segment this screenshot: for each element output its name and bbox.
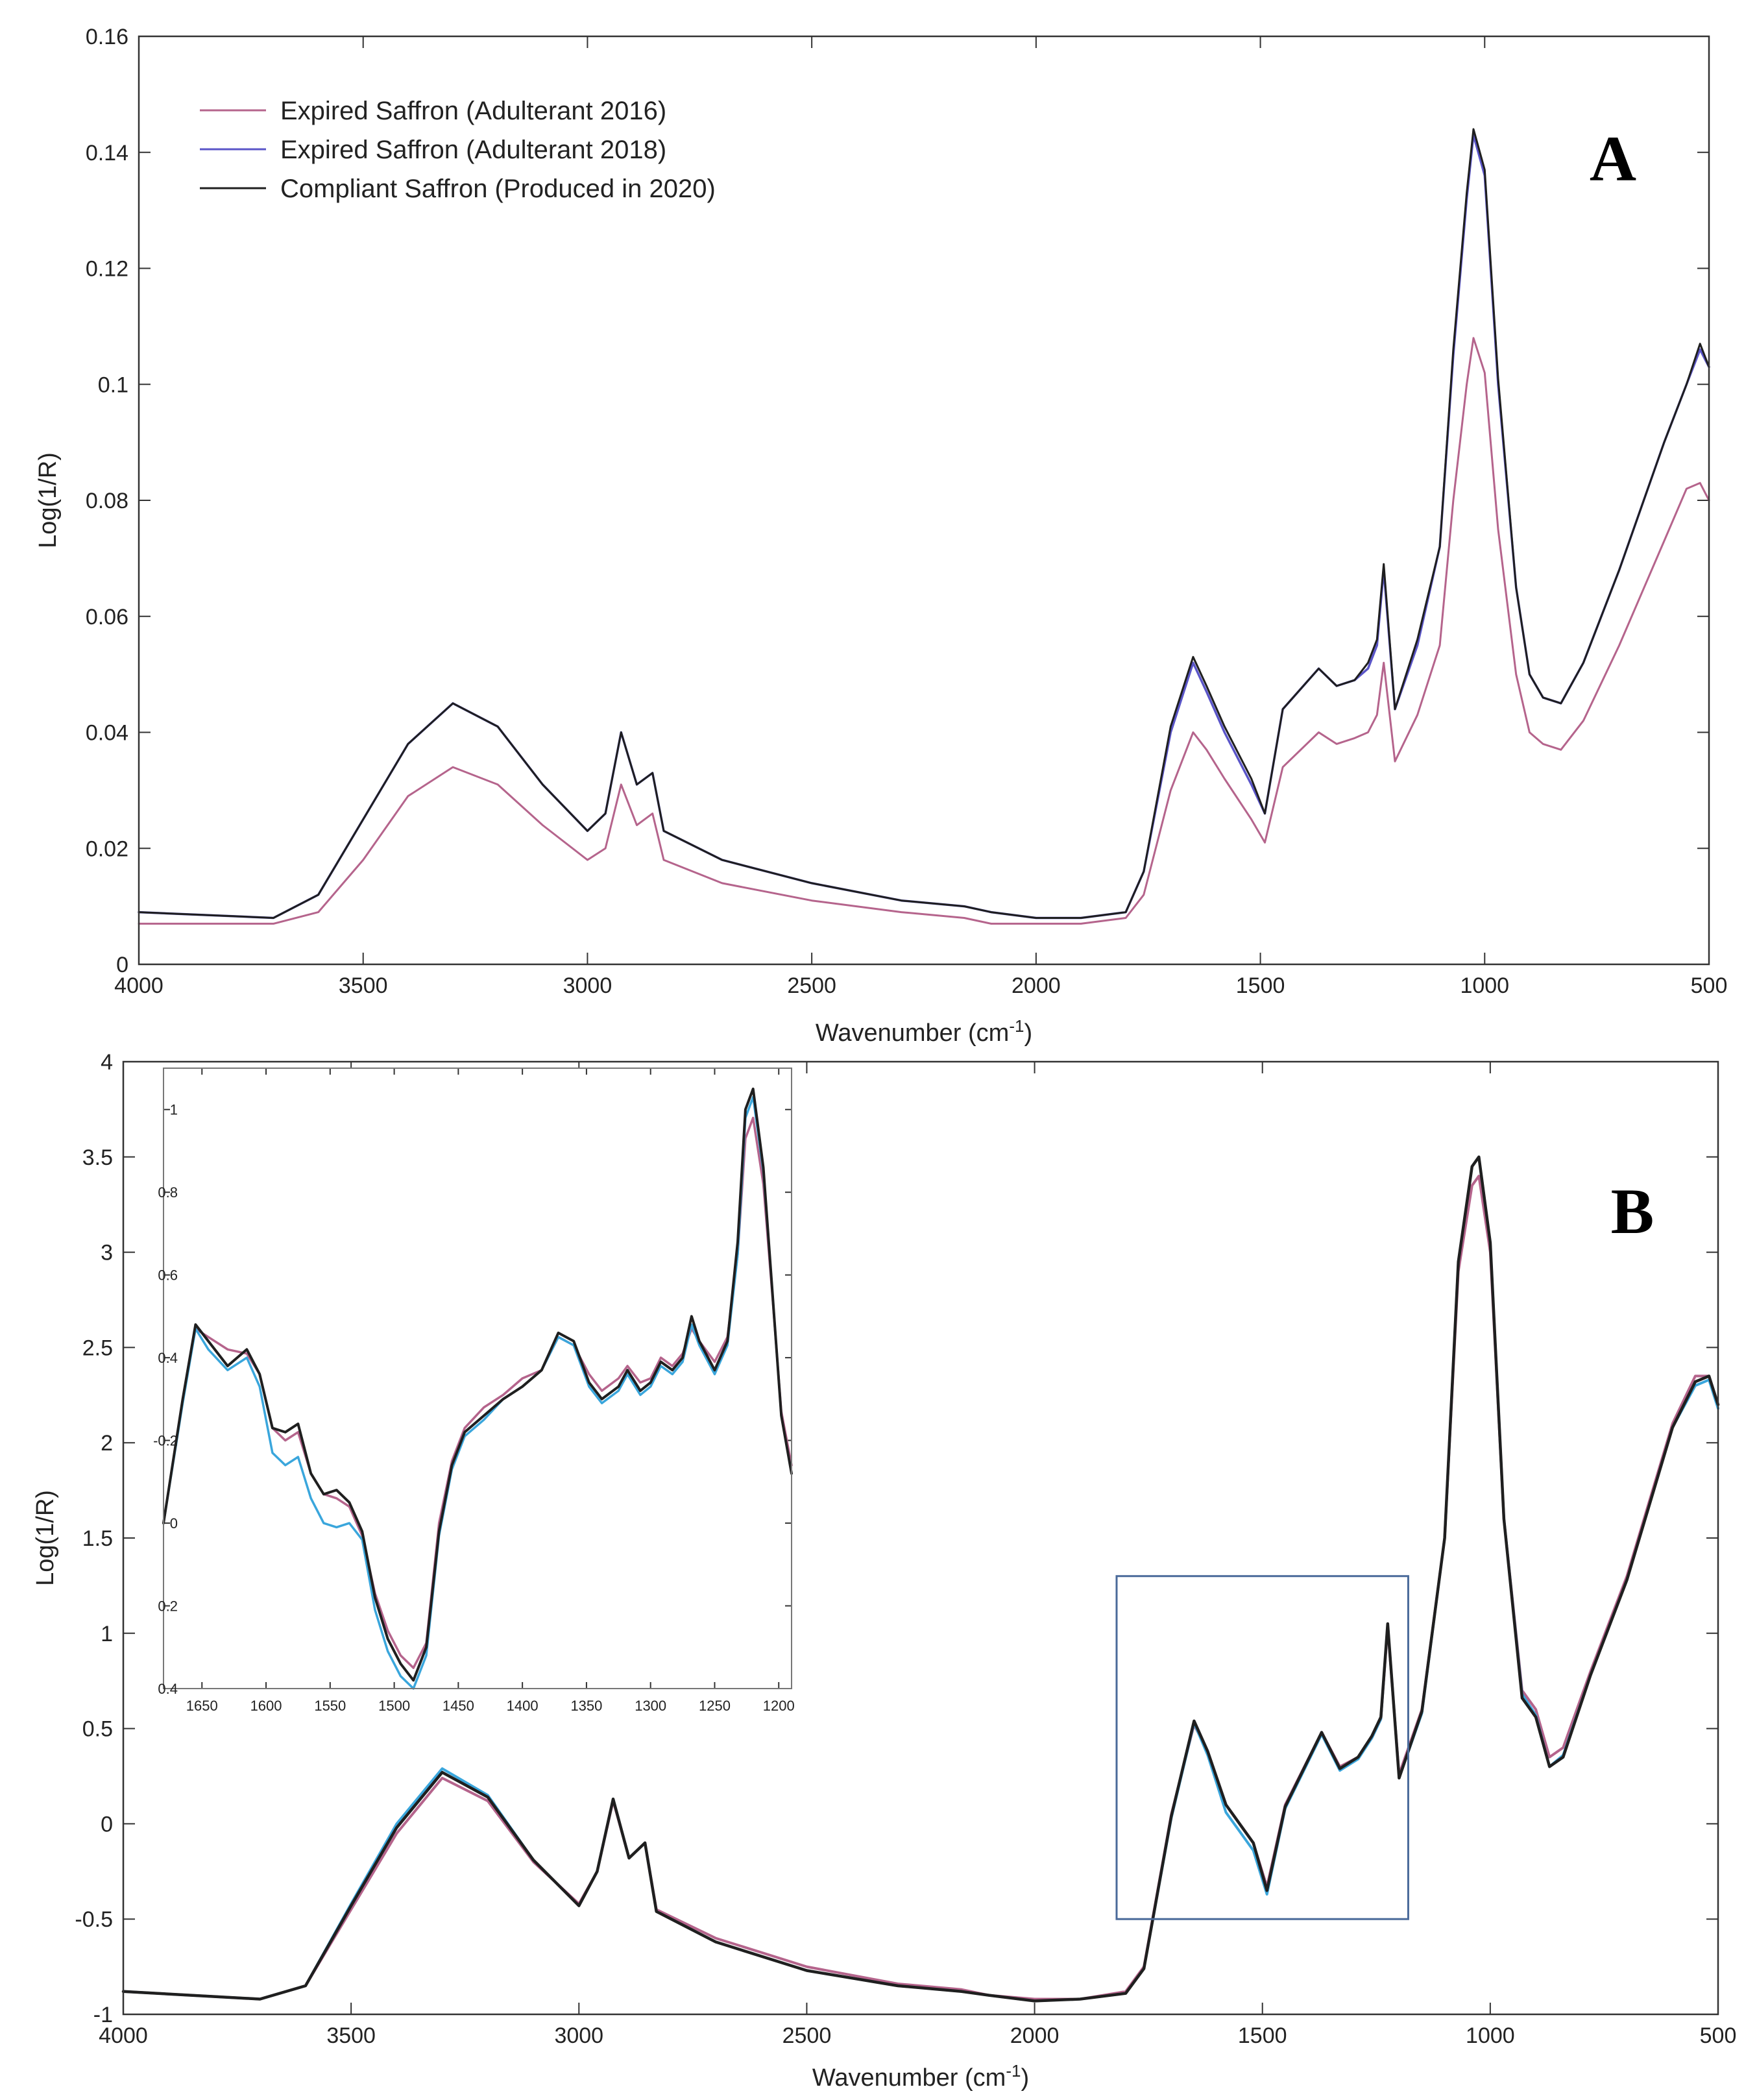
y-tick-label: 3.5 bbox=[82, 1145, 113, 1170]
x-tick-label: 1650 bbox=[186, 1698, 218, 1714]
x-tick-label: 1350 bbox=[570, 1698, 602, 1714]
panel-b-inset-chart: 1650 1600 1550 1500 1450 1400 1350 1300 1250 1200… bbox=[153, 1068, 795, 1714]
y-tick-label: -1 bbox=[93, 2003, 113, 2027]
x-tick-label: 500 bbox=[1691, 973, 1728, 998]
panel-a-series bbox=[138, 128, 1710, 925]
y-tick-label: -0.5 bbox=[75, 1907, 113, 1932]
inset-frame bbox=[163, 1068, 792, 1689]
x-tick-label: 3500 bbox=[326, 2023, 376, 2048]
panel-b-chart: 4000 3500 3000 2500 2000 1500 1000 500 -1-0.500… bbox=[32, 1050, 1736, 2092]
y-tick-label: 0.02 bbox=[86, 836, 128, 861]
y-tick-label: 0.04 bbox=[86, 721, 128, 746]
series-line-3 bbox=[138, 128, 1710, 919]
x-tick-label: 4000 bbox=[99, 2023, 148, 2048]
series-line-1 bbox=[138, 337, 1710, 925]
legend-label-2016: Expired Saffron (Adulterant 2016) bbox=[280, 97, 666, 125]
x-tick-label: 1500 bbox=[1238, 2023, 1287, 2048]
legend-label-2020: Compliant Saffron (Produced in 2020) bbox=[280, 175, 716, 203]
y-tick-label: 4 bbox=[101, 1050, 113, 1075]
x-tick-label: 1000 bbox=[1466, 2023, 1515, 2048]
y-tick-label: 0.8 bbox=[158, 1184, 178, 1201]
panel-b-plot-frame bbox=[122, 1060, 1719, 2016]
x-tick-label: 1600 bbox=[250, 1698, 282, 1714]
panel-a-letter: A bbox=[1590, 123, 1636, 195]
panel-a-y-tick-labels: 0 0.02 0.04 0.06 0.08 0.1 0.12 0.14 0.16 bbox=[86, 25, 128, 977]
y-tick-label: 0.16 bbox=[86, 25, 128, 49]
x-tick-label: 3000 bbox=[563, 973, 612, 998]
y-tick-label: 0.14 bbox=[86, 141, 128, 165]
y-tick-label: 0.06 bbox=[86, 605, 128, 629]
panel-b-letter: B bbox=[1611, 1175, 1654, 1247]
legend-label-2018: Expired Saffron (Adulterant 2018) bbox=[280, 136, 666, 164]
x-tick-label: 2000 bbox=[1012, 973, 1061, 998]
y-tick-label: 0.6 bbox=[158, 1267, 178, 1284]
panel-a-y-axis-title: Log(1/R) bbox=[34, 452, 62, 548]
x-tick-label: 500 bbox=[1700, 2023, 1737, 2048]
x-tick-label: 1300 bbox=[635, 1698, 666, 1714]
y-tick-label: 0.5 bbox=[82, 1717, 113, 1742]
y-tick-label: 0.4 bbox=[158, 1350, 178, 1366]
panel-b-x-tick-labels: 4000 3500 3000 2500 2000 1500 1000 500 bbox=[99, 2023, 1736, 2048]
series-line-3 bbox=[121, 1155, 1720, 2003]
panel-b-series bbox=[121, 1155, 1720, 2003]
inset-y-tick-labels: 0.4 0.2 0 -0.2 0.4 0.6 0.8 1 bbox=[153, 1102, 178, 1697]
y-tick-label: 0.4 bbox=[158, 1681, 178, 1697]
x-tick-label: 1200 bbox=[763, 1698, 795, 1714]
x-tick-label: 3000 bbox=[554, 2023, 603, 2048]
x-tick-label: 3500 bbox=[339, 973, 388, 998]
x-tick-label: 1500 bbox=[378, 1698, 410, 1714]
x-tick-label: 1000 bbox=[1460, 973, 1509, 998]
y-tick-label: 0 bbox=[101, 1812, 113, 1837]
y-tick-label: 0.12 bbox=[86, 257, 128, 282]
series-line-1 bbox=[162, 1116, 793, 1669]
y-tick-label: 1 bbox=[101, 1622, 113, 1646]
inset-background bbox=[164, 1068, 792, 1689]
inset-x-tick-labels: 1650 1600 1550 1500 1450 1400 1350 1300 1250 1200 bbox=[186, 1698, 795, 1714]
panel-a-legend: Expired Saffron (Adulterant 2016) Expire… bbox=[200, 97, 716, 203]
x-tick-label: 1250 bbox=[699, 1698, 731, 1714]
x-tick-label: 1550 bbox=[314, 1698, 346, 1714]
y-tick-label: 2 bbox=[101, 1431, 113, 1456]
x-tick-label: 4000 bbox=[114, 973, 164, 998]
y-tick-label: 1.5 bbox=[82, 1526, 113, 1551]
panel-a-x-axis-title: Wavenumber (cm-1) bbox=[816, 1016, 1032, 1047]
panel-b-y-axis-title: Log(1/R) bbox=[32, 1490, 59, 1586]
y-tick-label: 2.5 bbox=[82, 1336, 113, 1360]
y-tick-label: 1 bbox=[170, 1102, 178, 1118]
y-tick-label: 0 bbox=[170, 1515, 178, 1532]
panel-a-chart: 4000 3500 3000 2500 2000 1500 1000 500 0 0.02 0.0… bbox=[34, 25, 1727, 1047]
inset-series bbox=[162, 1087, 793, 1690]
y-tick-label: 0.08 bbox=[86, 489, 128, 513]
x-tick-label: 2500 bbox=[782, 2023, 832, 2048]
panel-b-y-tick-labels: -1 -0.5 0 0.5 1 1.5 2 2.5 3 3.5 4 bbox=[75, 1050, 113, 2027]
y-tick-label: 0.1 bbox=[98, 372, 128, 397]
panel-b-zoom-box bbox=[1115, 1575, 1409, 1920]
y-tick-label: -0.2 bbox=[153, 1433, 178, 1449]
x-tick-label: 2000 bbox=[1010, 2023, 1060, 2048]
y-tick-label: 3 bbox=[101, 1241, 113, 1265]
x-tick-label: 1450 bbox=[442, 1698, 474, 1714]
x-tick-label: 1400 bbox=[507, 1698, 539, 1714]
panel-a-plot-frame bbox=[138, 35, 1710, 966]
x-tick-label: 1500 bbox=[1236, 973, 1285, 998]
panel-a-x-tick-labels: 4000 3500 3000 2500 2000 1500 1000 500 bbox=[114, 973, 1727, 998]
y-tick-label: 0.2 bbox=[158, 1598, 178, 1615]
series-line-3 bbox=[162, 1087, 793, 1682]
x-tick-label: 2500 bbox=[787, 973, 836, 998]
y-tick-label: 0 bbox=[116, 953, 128, 977]
panel-b-x-axis-title: Wavenumber (cm-1) bbox=[812, 2061, 1029, 2092]
